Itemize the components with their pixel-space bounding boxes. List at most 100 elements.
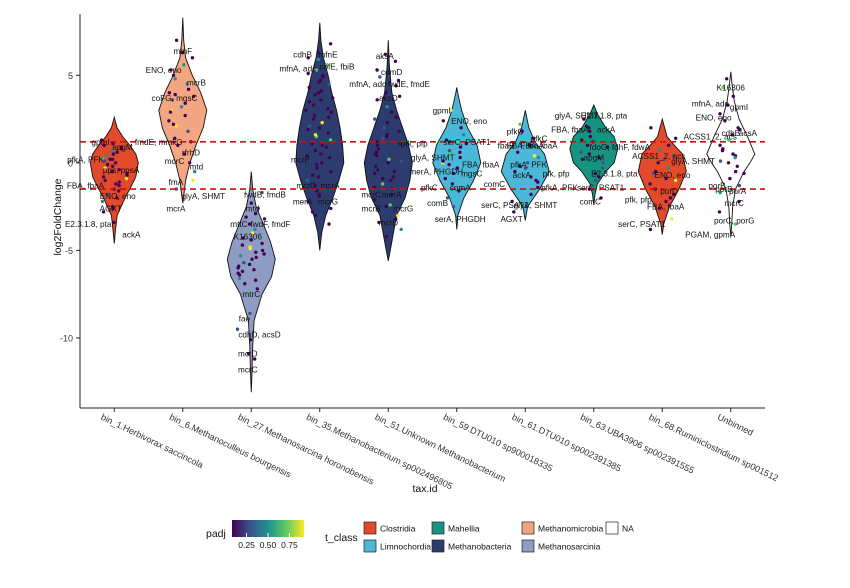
gene-label: mcrC [238, 366, 258, 375]
data-point [525, 161, 530, 165]
gene-label: mtd [246, 204, 260, 213]
data-point [397, 129, 401, 133]
data-point [254, 278, 258, 282]
data-point [240, 243, 245, 247]
data-point [726, 161, 731, 165]
gene-label: mttC [230, 220, 247, 229]
data-point [738, 127, 742, 132]
gene-label: ackA [122, 231, 141, 240]
data-point [664, 176, 668, 181]
data-point [718, 143, 722, 147]
gene-label: pps, ppsA [103, 166, 140, 175]
data-point [529, 175, 533, 179]
data-point [518, 122, 522, 127]
data-point [256, 206, 260, 211]
data-point [313, 92, 317, 97]
data-point [381, 136, 385, 140]
data-point [385, 134, 389, 139]
data-point [734, 169, 738, 174]
data-point [733, 155, 737, 160]
data-point [124, 176, 129, 181]
data-point [327, 155, 332, 160]
data-point [380, 182, 385, 186]
data-point [657, 206, 662, 211]
data-point [666, 143, 671, 147]
data-point [718, 190, 722, 195]
gene-label: AGXT [500, 215, 522, 224]
data-point [448, 140, 452, 144]
data-point [532, 154, 537, 158]
data-point [325, 63, 329, 67]
data-point [528, 143, 532, 147]
data-point [328, 138, 333, 142]
data-point [582, 117, 586, 121]
gene-label: pfk, pfp [625, 196, 652, 205]
x-tick-label: bin_61.DTU010 sp002391385 [510, 412, 622, 474]
legend-swatch [363, 539, 377, 553]
data-point [236, 271, 240, 275]
data-point [260, 248, 265, 253]
data-point [246, 352, 251, 356]
data-point [117, 183, 121, 188]
x-tick-label: bin_6.Methanoculleus bourgensis [168, 412, 293, 480]
gene-label: merA, PHGDH [409, 168, 463, 177]
gene-label: porB [715, 185, 733, 194]
data-point [588, 134, 592, 139]
gene-label: cdhD, acsD [238, 331, 280, 340]
data-point [241, 236, 245, 240]
data-point [111, 152, 116, 156]
gene-label: gpmI [730, 103, 748, 112]
data-point [394, 217, 398, 221]
data-point [169, 68, 173, 72]
data-point [310, 210, 315, 214]
data-point [101, 175, 106, 179]
gene-label: mcrC [296, 182, 316, 191]
data-point [102, 143, 106, 147]
data-point [441, 159, 445, 163]
data-point [316, 175, 321, 179]
legend-label: Methanomicrobia [538, 524, 603, 534]
data-point [254, 250, 258, 254]
padj-colorbar [232, 520, 304, 537]
legend-swatch [605, 521, 619, 535]
data-point [253, 211, 258, 216]
y-axis-title: log2FoldChange [52, 178, 64, 255]
data-point [725, 77, 729, 81]
data-point [742, 171, 746, 176]
legend-label: NA [622, 524, 634, 534]
gene-label: fwdB, fmdB [244, 190, 286, 199]
data-point [190, 56, 195, 60]
data-point [307, 85, 311, 90]
data-point [728, 176, 732, 181]
gene-label: mtd [190, 162, 204, 171]
data-point [730, 133, 734, 137]
violin-1 [158, 17, 208, 204]
data-point [183, 101, 187, 106]
violin-5 [432, 87, 482, 230]
data-point [173, 136, 177, 140]
gene-label: ENO, eno [696, 113, 732, 122]
data-point [462, 133, 466, 137]
data-point [599, 196, 603, 200]
gene-label: pfkA, PFK [541, 183, 578, 192]
data-point [307, 99, 312, 104]
data-point [718, 159, 723, 163]
gene-label: FBA, fbaA [67, 182, 105, 191]
legend-swatch [431, 521, 445, 535]
gene-label: FBA, fbaA [647, 203, 685, 212]
data-point [315, 166, 319, 170]
data-point [389, 178, 393, 183]
data-point [654, 169, 658, 174]
data-point [587, 187, 592, 191]
data-point [376, 147, 381, 151]
y-tick-label: -10 [60, 333, 73, 343]
data-point [173, 77, 177, 81]
gene-label: aksA [376, 52, 395, 61]
gene-label: ENO, eno [451, 117, 487, 126]
data-point [316, 57, 320, 62]
gene-label: glyA, SHMT [411, 154, 455, 163]
data-point [106, 192, 110, 197]
data-point [111, 141, 115, 146]
data-point [399, 159, 403, 163]
gene-label: pfkC [531, 134, 548, 143]
